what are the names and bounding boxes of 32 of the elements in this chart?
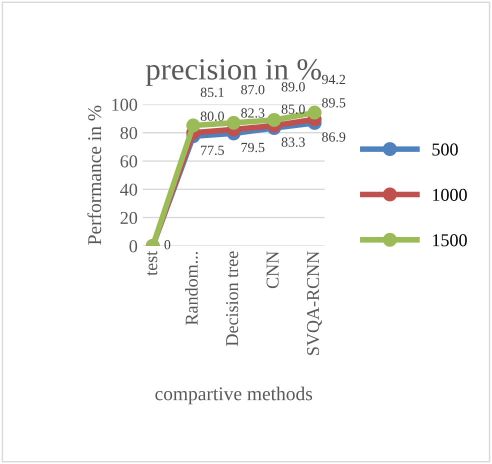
legend-label: 1000 <box>433 188 467 201</box>
legend-label: 1500 <box>433 234 467 246</box>
data-label: 80.0 <box>200 112 224 121</box>
data-label: 0 <box>164 240 170 250</box>
y-tick-label: 40 <box>120 184 138 196</box>
data-label: 85.0 <box>282 104 305 114</box>
legend-label: 500 <box>432 143 458 156</box>
y-axis-title: Performance in % <box>87 106 102 245</box>
x-tick-label: test <box>146 250 158 276</box>
y-tick-label: 60 <box>120 155 138 168</box>
y-tick-label: 20 <box>120 212 138 224</box>
x-axis-title: compartive methods <box>155 386 312 404</box>
point <box>267 113 282 127</box>
point <box>186 118 200 132</box>
data-label: 83.3 <box>282 137 305 147</box>
data-label: 94.2 <box>322 74 346 84</box>
y-tick-label: 100 <box>112 98 138 111</box>
data-label: 79.5 <box>242 142 264 152</box>
data-label: 82.3 <box>241 108 264 118</box>
data-label: 85.1 <box>200 88 224 98</box>
x-tick-label: CNN <box>266 251 279 288</box>
y-tick-label: 80 <box>120 126 138 140</box>
x-tick-label: SVQA-RCNN <box>306 251 322 355</box>
data-label: 86.9 <box>322 132 346 142</box>
point <box>226 116 241 130</box>
data-label: 77.5 <box>201 146 224 156</box>
x-tick-label: Decision tree <box>226 251 238 346</box>
point <box>308 106 322 120</box>
data-label: 89.5 <box>322 98 346 108</box>
y-tick-label: 0 <box>129 240 138 252</box>
data-label: 87.0 <box>241 84 264 94</box>
x-tick-label: Random... <box>185 252 198 325</box>
